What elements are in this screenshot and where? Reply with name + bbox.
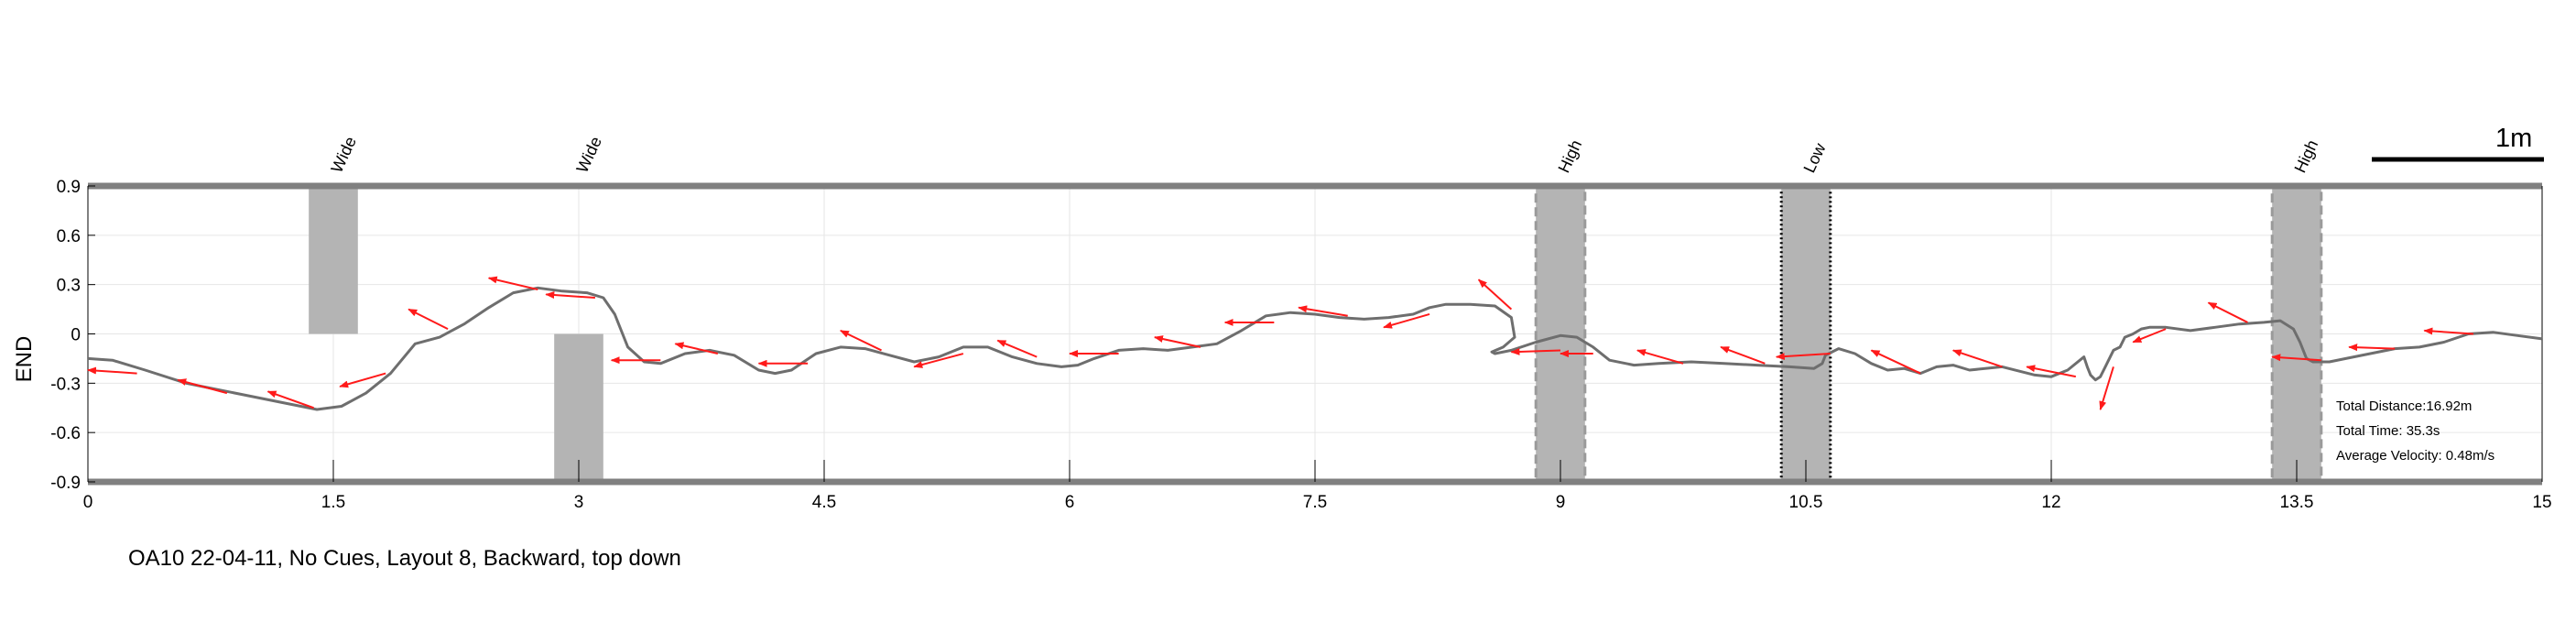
y-tick-label-6: 0.9 (57, 178, 81, 197)
x-tick-label-10: 15 (2532, 493, 2551, 512)
heading-arrow-11 (913, 353, 964, 368)
heading-arrow-16 (1298, 305, 1348, 317)
heading-arrow-18 (1477, 278, 1513, 311)
obstacles: Wide Wide High Low High (309, 134, 2323, 484)
obstacle-low-3 (1779, 184, 1832, 484)
heading-arrow-31 (2348, 344, 2396, 352)
heading-arrow-17 (1383, 313, 1430, 329)
chart-caption: OA10 22-04-11, No Cues, Layout 8, Backwa… (128, 546, 681, 571)
y-tick-label-3: 0 (71, 326, 81, 345)
heading-arrow-10 (839, 330, 882, 352)
heading-arrow-1 (177, 378, 228, 395)
x-tick-label-2: 3 (574, 493, 584, 512)
x-tick-label-4: 6 (1065, 493, 1075, 512)
scale-bar-label: 1m (2495, 124, 2532, 153)
x-tick-label-9: 13.5 (2280, 493, 2314, 512)
heading-arrow-30 (2271, 354, 2321, 362)
x-tick-label-8: 12 (2041, 493, 2060, 512)
heading-arrow-28 (2132, 328, 2167, 344)
heading-arrow-22 (1720, 345, 1766, 365)
y-axis-label: END (12, 336, 37, 383)
walking-path-line-0 (87, 286, 2543, 411)
stat-total-distance: Total Distance:16.92m (2336, 398, 2472, 414)
y-tick-label-2: -0.3 (50, 375, 81, 394)
heading-arrow-4 (408, 308, 449, 331)
heading-arrow-19 (1510, 347, 1561, 355)
heading-arrow-23 (1775, 353, 1831, 361)
obstacle-label-0: Wide (327, 134, 359, 176)
obstacle-label-2: High (1554, 137, 1585, 176)
obstacle-wide-1 (554, 333, 603, 482)
heading-arrow-29 (2207, 301, 2248, 323)
heading-arrow-0 (87, 366, 137, 375)
direction-arrows (87, 276, 2474, 411)
heading-arrow-12 (996, 339, 1038, 358)
heading-arrow-24 (1870, 349, 1921, 375)
obstacle-label-4: High (2290, 137, 2321, 176)
x-tick-label-5: 7.5 (1303, 493, 1327, 512)
heading-arrow-8 (674, 342, 719, 355)
heading-arrow-27 (2099, 366, 2114, 411)
stat-average-velocity: Average Velocity: 0.48m/s (2336, 448, 2494, 464)
heading-arrow-3 (339, 372, 386, 388)
path-layer (87, 286, 2543, 411)
heading-arrow-14 (1153, 335, 1201, 348)
y-tick-label-1: -0.6 (50, 424, 81, 443)
heading-arrow-2 (266, 390, 314, 409)
axes: 0 1.5 3 4.5 6 7.5 9 10.5 12 13.5 15 -0.9 -0.6 -0.3 0 0.… (50, 178, 2551, 512)
heading-arrow-32 (2423, 327, 2474, 335)
heading-arrow-21 (1636, 349, 1684, 365)
x-tick-label-3: 4.5 (812, 493, 836, 512)
heading-arrow-5 (487, 276, 538, 291)
heading-arrow-25 (1951, 349, 2003, 368)
stats-box: Total Distance:16.92m Total Time: 35.3s … (2336, 398, 2494, 464)
y-tick-label-5: 0.6 (57, 227, 81, 246)
y-tick-label-4: 0.3 (57, 277, 81, 296)
x-tick-label-0: 0 (83, 493, 93, 512)
obstacle-high-2 (1534, 184, 1587, 484)
y-tick-label-0: -0.9 (50, 474, 81, 493)
x-tick-label-1: 1.5 (321, 493, 345, 512)
scale-bar: 1m (2372, 124, 2544, 162)
x-tick-label-6: 9 (1556, 493, 1566, 512)
stat-total-time: Total Time: 35.3s (2336, 423, 2440, 439)
heading-arrow-26 (2026, 365, 2076, 378)
grid (87, 185, 2543, 483)
obstacle-label-1: Wide (572, 134, 604, 176)
obstacle-label-3: Low (1799, 139, 1830, 175)
x-tick-label-7: 10.5 (1789, 493, 1823, 512)
obstacle-wide-0 (309, 186, 358, 334)
heading-arrow-6 (545, 291, 595, 300)
